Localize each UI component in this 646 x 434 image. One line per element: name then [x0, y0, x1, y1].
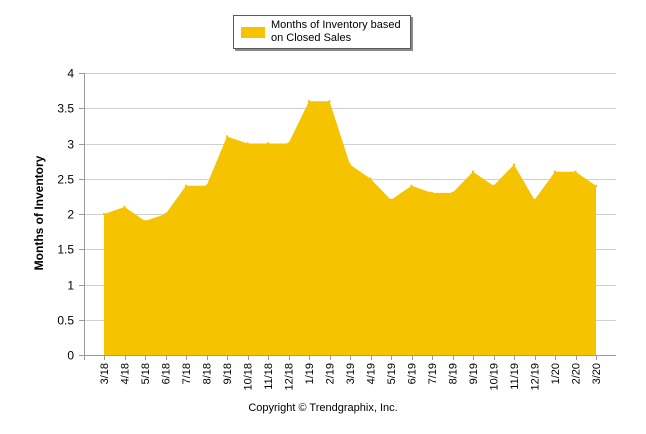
y-tick-label-3: 1.5: [57, 243, 74, 257]
x-tick-label-4-18: 4/18: [120, 363, 132, 384]
x-tick-label-9-19: 9/19: [468, 363, 480, 384]
x-tick-label-8-19: 8/19: [448, 363, 460, 384]
x-tick-label-1-19: 1/19: [304, 363, 316, 384]
x-tick-label-3-18: 3/18: [99, 363, 111, 384]
x-tick-label-3-19: 3/19: [345, 363, 357, 384]
data-point-9-19: [471, 170, 475, 173]
data-point-10-18: [246, 142, 249, 145]
data-point-3-18: [102, 212, 106, 216]
x-tick-label-11-19: 11/19: [509, 363, 521, 390]
x-tick-label-1-20: 1/20: [550, 363, 562, 384]
data-point-4-18: [123, 205, 126, 209]
x-tick-label-8-18: 8/18: [202, 363, 214, 384]
y-tick-label-6: 3: [67, 138, 74, 152]
x-tick-label-2-19: 2/19: [325, 363, 337, 384]
x-tick-label-7-19: 7/19: [427, 363, 439, 384]
data-point-7-19: [430, 191, 434, 195]
data-point-6-19: [410, 184, 413, 187]
y-tick-label-1: 0.5: [57, 314, 74, 328]
data-point-8-19: [451, 191, 454, 195]
y-tick-label-7: 3.5: [57, 102, 74, 116]
data-point-3-20: [594, 184, 598, 187]
y-tick-labels: 0 0.5 1 1.5 2 2.5 3 3.5 4: [57, 67, 74, 363]
data-point-3-19: [348, 163, 352, 166]
legend: Months of Inventory based on Closed Sale…: [233, 15, 411, 49]
data-point-1-20: [553, 170, 557, 173]
data-point-5-18: [143, 219, 147, 223]
legend-label-line-2: on Closed Sales: [271, 32, 352, 44]
x-tick-label-10-18: 10/18: [243, 363, 255, 391]
x-tick-label-6-19: 6/19: [407, 363, 419, 384]
legend-label: Months of Inventory based on Closed Sale…: [271, 19, 409, 45]
y-axis-title: Months of Inventory: [32, 155, 46, 271]
data-point-12-18: [287, 142, 290, 145]
y-tick-label-2: 1: [67, 279, 74, 293]
data-point-11-19: [512, 163, 516, 166]
y-tick-label-0: 0: [67, 349, 74, 363]
data-point-10-19: [492, 184, 495, 187]
x-tick-label-3-20: 3/20: [591, 363, 603, 384]
data-point-9-18: [225, 135, 229, 138]
data-point-2-19: [328, 100, 331, 103]
area-series-fill: [104, 101, 596, 355]
x-tick-label-4-19: 4/19: [366, 363, 378, 384]
data-point-11-18: [266, 142, 270, 145]
y-tick-label-8: 4: [67, 67, 74, 81]
x-tick-label-2-20: 2/20: [571, 363, 583, 384]
data-point-5-19: [389, 198, 393, 202]
data-point-7-18: [184, 184, 188, 187]
data-point-12-19: [533, 198, 536, 202]
y-tick-label-5: 2.5: [57, 173, 74, 187]
legend-swatch: [241, 27, 265, 38]
x-tick-label-12-18: 12/18: [284, 363, 296, 391]
data-point-6-18: [164, 212, 167, 216]
axes: [79, 73, 616, 360]
x-tick-label-11-18: 11/18: [263, 363, 275, 390]
data-point-8-18: [205, 184, 208, 187]
legend-label-line-1: Months of Inventory based: [271, 19, 401, 31]
x-tick-label-10-19: 10/19: [489, 363, 501, 391]
x-tick-label-7-18: 7/18: [181, 363, 193, 384]
area-series: [102, 100, 598, 355]
y-tick-label-4: 2: [67, 208, 74, 222]
x-tick-label-5-18: 5/18: [140, 363, 152, 384]
data-point-2-20: [574, 170, 577, 173]
x-tick-labels: 3/18 4/18 5/18 6/18 7/18 8/18 9/18 10/18 11/18 12…: [99, 363, 603, 391]
data-point-1-19: [307, 100, 311, 103]
copyright-footer: Copyright © Trendgraphix, Inc.: [248, 402, 398, 414]
data-point-4-19: [369, 177, 372, 180]
x-tick-label-6-18: 6/18: [161, 363, 173, 384]
x-tick-label-9-18: 9/18: [222, 363, 234, 384]
x-tick-label-12-19: 12/19: [530, 363, 542, 391]
x-tick-label-5-19: 5/19: [386, 363, 398, 384]
